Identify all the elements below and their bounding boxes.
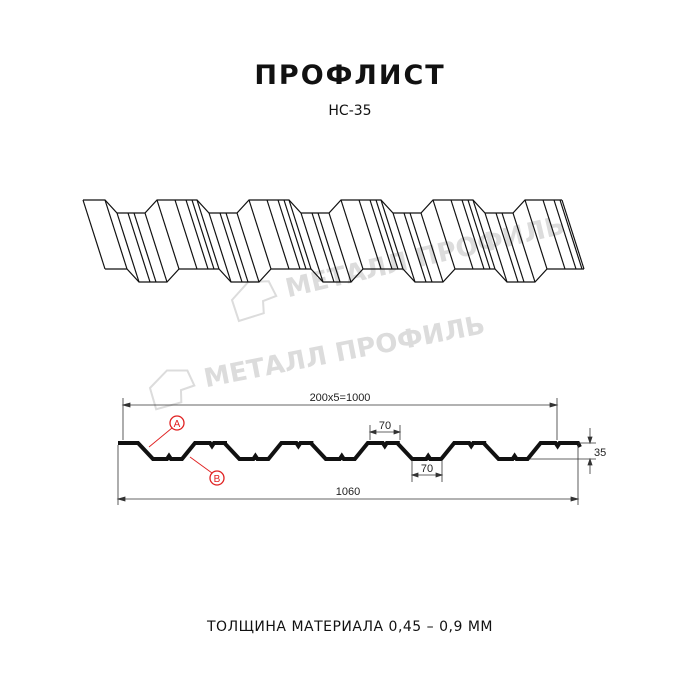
sheet-fold-line [174, 199, 198, 270]
sheet-rib-line [467, 199, 491, 270]
sheet-rib-line [559, 199, 583, 270]
sheet-fold-line [266, 199, 290, 270]
arrow-icon [368, 429, 402, 435]
profile-section [118, 441, 582, 461]
sheet-rib-line [369, 199, 393, 270]
sheet-rib-line [317, 212, 341, 283]
sheet-fold-line [472, 199, 496, 270]
sheet-fold-line [392, 212, 416, 283]
sheet-fold-line [542, 199, 566, 270]
sheet-rib-line [461, 199, 485, 270]
sheet-rib-line [553, 199, 577, 270]
sheet-fold-line [104, 199, 128, 270]
dimension-top-width-label: 70 [379, 420, 391, 432]
arrow-icon [410, 472, 444, 478]
sheet-rib-line [185, 199, 209, 270]
watermark-text: МЕТАЛЛ ПРОФИЛЬ [202, 310, 488, 394]
sheet-fold-line [512, 212, 536, 283]
sheet-fold-line [450, 199, 474, 270]
sheet-fold-line [144, 212, 168, 283]
marker-b: B [189, 456, 225, 486]
sheet-rib-line [495, 212, 519, 283]
sheet-rib-line [375, 199, 399, 270]
sheet-fold-line [340, 199, 364, 270]
sheet-fold-line [208, 212, 232, 283]
sheet-fold-line [300, 212, 324, 283]
sheet-fold-line [358, 199, 382, 270]
sheet-fold-line [561, 199, 585, 270]
sheet-rib-line [277, 199, 301, 270]
sheet-fold-line [236, 212, 260, 283]
arrow-icon [587, 436, 593, 466]
sheet-rib-line [191, 199, 215, 270]
material-thickness: ТОЛЩИНА МАТЕРИАЛА 0,45 – 0,9 ММ [207, 619, 493, 635]
dimension-total-label: 1060 [336, 486, 360, 498]
sheet-fold-line [420, 212, 444, 283]
marker-b-label: B [214, 474, 221, 485]
sheet-fold-line [196, 199, 220, 270]
sheet-3d-view [82, 199, 585, 283]
arrow-icon [121, 402, 559, 408]
sheet-back-edge [83, 199, 562, 214]
sheet-rib-line [409, 212, 433, 283]
sheet-fold-line [484, 212, 508, 283]
sheet-fold-line [116, 212, 140, 283]
sheet-rib-line [133, 212, 157, 283]
sheet-fold-line [248, 199, 272, 270]
sheet-rib-line [219, 212, 243, 283]
arrow-icon [116, 496, 580, 502]
sheet-fold-line [524, 199, 548, 270]
sheet-rib-line [283, 199, 307, 270]
marker-a-label: A [174, 419, 181, 430]
dimensions [116, 398, 596, 505]
dimension-bottom-width-label: 70 [421, 463, 433, 475]
sheet-fold-line [328, 212, 352, 283]
page-title: ПРОФЛИСТ [254, 60, 446, 91]
sheet-fold-line [380, 199, 404, 270]
dimension-height-label: 35 [594, 447, 606, 459]
sheet-fold-line [288, 199, 312, 270]
watermark-logo-icon [230, 280, 278, 323]
dimension-pitch-label: 200x5=1000 [310, 392, 371, 404]
sheet-fold-line [156, 199, 180, 270]
sheet-rib-line [403, 212, 427, 283]
profile-code: НС-35 [328, 103, 372, 119]
sheet-rib-line [127, 212, 151, 283]
watermark-logo-icon [148, 369, 196, 411]
marker-a: A [148, 415, 185, 448]
sheet-rib-line [225, 212, 249, 283]
sheet-rib-line [501, 212, 525, 283]
sheet-fold-line [82, 199, 106, 270]
sheet-fold-line [432, 199, 456, 270]
sheet-rib-line [311, 212, 335, 283]
